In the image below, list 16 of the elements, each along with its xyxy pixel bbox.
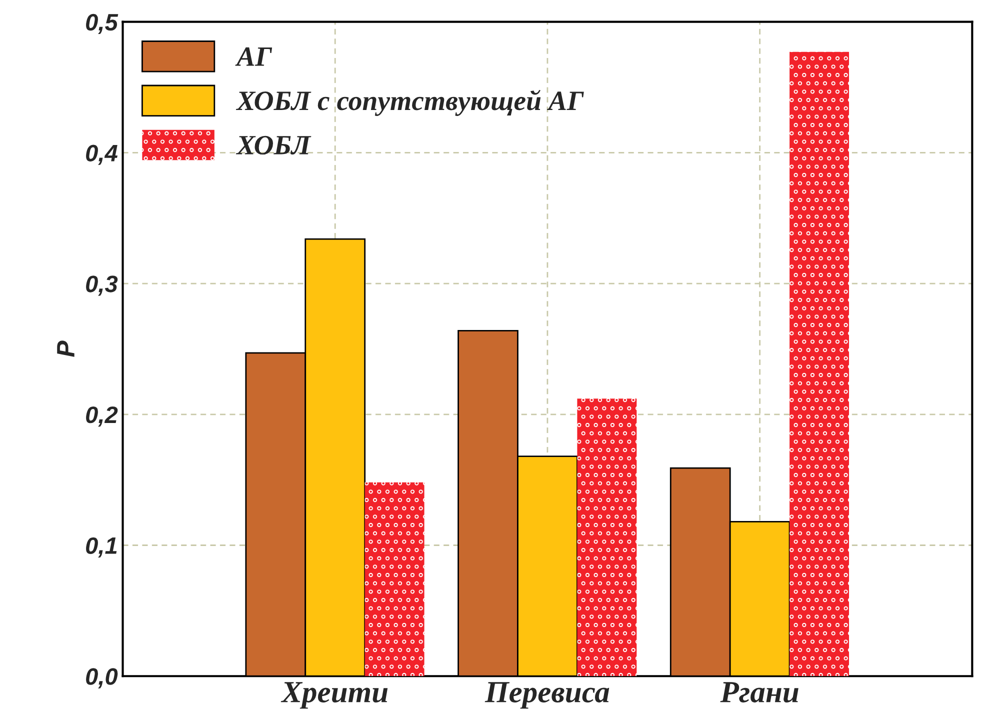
y-tick-label: 0,3 bbox=[86, 276, 118, 296]
y-axis-title: P bbox=[57, 340, 74, 357]
y-tick-label: 0,4 bbox=[86, 144, 118, 165]
x-tick-label: Ргани bbox=[720, 682, 798, 703]
bar bbox=[577, 398, 637, 676]
y-tick-label: 0,0 bbox=[86, 668, 118, 688]
bar bbox=[790, 52, 850, 676]
legend-label: АГ bbox=[235, 47, 272, 66]
y-tick-label: 0,1 bbox=[86, 537, 117, 558]
x-tick-label: Перевиса bbox=[484, 682, 610, 709]
legend-label: ХОБЛ bbox=[236, 136, 312, 155]
legend-label: ХОБЛ с сопутствующей АГ bbox=[236, 90, 584, 116]
y-tick-label: 0,2 bbox=[86, 406, 118, 427]
y-tick-label: 0,5 bbox=[86, 14, 118, 34]
x-tick-label: Хреити bbox=[280, 682, 388, 709]
bar bbox=[364, 482, 424, 676]
